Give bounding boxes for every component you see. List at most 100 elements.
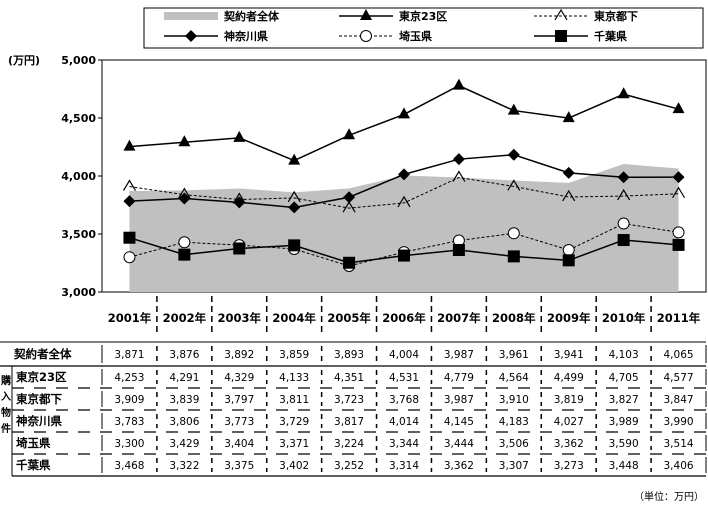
- legend-swatch: [164, 12, 218, 20]
- point-千葉県-2007年: [452, 244, 465, 257]
- category-label: 2008年: [492, 311, 536, 325]
- category-label: 2007年: [437, 311, 481, 325]
- data-label: 3,514: [664, 438, 694, 450]
- y-tick-label: 3,500: [61, 228, 96, 241]
- point-千葉県-2005年: [343, 256, 356, 269]
- data-label: 4,183: [499, 416, 529, 428]
- data-label: 3,729: [279, 416, 309, 428]
- data-label: 3,768: [389, 394, 419, 406]
- point-千葉県-2001年: [123, 231, 136, 244]
- data-label: 4,065: [664, 349, 694, 361]
- category-label: 2005年: [327, 311, 371, 325]
- series-東京23区: [123, 78, 685, 165]
- point-千葉県-2009年: [562, 254, 575, 267]
- data-label: 3,909: [114, 394, 144, 406]
- legend-item-契約者全体: 契約者全体: [164, 9, 280, 23]
- legend-item-千葉県: 千葉県: [534, 29, 627, 43]
- y-axis: (万円) 3,000 3,500 4,000 4,500 5,000: [8, 54, 102, 299]
- data-label: 3,314: [389, 460, 419, 472]
- data-label: 3,817: [334, 416, 364, 428]
- legend-label: 東京都下: [594, 9, 638, 23]
- data-label: 4,133: [279, 372, 309, 384]
- category-label: 2010年: [602, 311, 646, 325]
- data-label: 3,839: [169, 394, 199, 406]
- data-label: 4,531: [389, 372, 419, 384]
- legend-label: 埼玉県: [399, 29, 432, 43]
- row-label: 神奈川県: [16, 414, 62, 428]
- legend-marker: [185, 30, 197, 42]
- data-label: 3,344: [389, 438, 419, 450]
- legend-item-東京都下: 東京都下: [534, 8, 638, 23]
- point-東京23区-2009年: [562, 111, 575, 123]
- data-label: 3,322: [169, 460, 199, 472]
- data-label: 4,499: [554, 372, 584, 384]
- point-神奈川県-2006年: [398, 168, 410, 181]
- data-label: 4,291: [169, 372, 199, 384]
- legend-item-埼玉県: 埼玉県: [339, 29, 432, 43]
- y-tick-label: 4,000: [61, 170, 96, 183]
- data-label: 3,806: [169, 416, 199, 428]
- point-東京23区-2005年: [343, 128, 356, 140]
- data-label: 3,797: [224, 394, 254, 406]
- point-埼玉県-2011年: [672, 226, 685, 239]
- plot-marks: [122, 78, 686, 292]
- point-東京23区-2002年: [178, 135, 191, 147]
- point-埼玉県-2002年: [178, 236, 191, 249]
- data-label: 3,224: [334, 438, 364, 450]
- point-東京都下-2001年: [122, 179, 136, 191]
- point-神奈川県-2003年: [233, 196, 246, 209]
- point-東京23区-2011年: [672, 102, 685, 114]
- legend-item-神奈川県: 神奈川県: [164, 29, 268, 43]
- data-label: 4,027: [554, 416, 584, 428]
- category-label: 2006年: [382, 311, 426, 325]
- data-label: 4,103: [609, 349, 639, 361]
- category-label: 2009年: [547, 311, 591, 325]
- data-label: 3,444: [444, 438, 474, 450]
- point-東京23区-2004年: [288, 153, 301, 165]
- data-label: 3,362: [444, 460, 474, 472]
- point-東京都下-2007年: [452, 170, 466, 182]
- point-千葉県-2003年: [233, 242, 246, 255]
- data-label: 3,941: [554, 349, 584, 361]
- data-label: 3,429: [169, 438, 199, 450]
- point-東京都下-2006年: [397, 195, 411, 208]
- series-千葉県: [123, 231, 685, 269]
- point-千葉県-2008年: [507, 250, 520, 263]
- data-label: 3,783: [114, 416, 144, 428]
- point-東京都下-2011年: [672, 186, 686, 199]
- data-label: 3,871: [114, 349, 144, 361]
- legend-label: 千葉県: [594, 29, 627, 43]
- data-label: 3,989: [609, 416, 639, 428]
- point-千葉県-2011年: [672, 238, 685, 251]
- data-label: 3,371: [279, 438, 309, 450]
- point-神奈川県-2009年: [562, 166, 575, 179]
- data-label: 3,448: [609, 460, 639, 472]
- legend-marker: [360, 30, 372, 42]
- category-label: 2003年: [218, 311, 262, 325]
- point-東京都下-2004年: [287, 190, 301, 203]
- point-東京都下-2002年: [177, 187, 191, 199]
- data-label: 3,859: [279, 349, 309, 361]
- group-label-char: 購: [0, 374, 11, 387]
- point-千葉県-2010年: [617, 234, 630, 247]
- data-table: 2001年 2002年 2003年 2004年 2005年 2006年 2007年 2008年…: [0, 296, 707, 477]
- data-label: 3,468: [114, 460, 144, 472]
- point-東京都下-2003年: [232, 192, 246, 204]
- data-label: 3,773: [224, 416, 254, 428]
- data-label: 3,300: [114, 438, 144, 450]
- row-label: 東京都下: [16, 392, 62, 406]
- data-label: 3,892: [224, 349, 254, 361]
- point-神奈川県-2005年: [343, 191, 356, 204]
- legend-box: [143, 7, 704, 49]
- data-label: 3,590: [609, 438, 639, 450]
- row-label: 契約者全体: [13, 347, 72, 361]
- data-label: 3,990: [664, 416, 694, 428]
- data-label: 3,273: [554, 460, 584, 472]
- point-千葉県-2004年: [288, 239, 301, 252]
- data-label: 3,827: [609, 394, 639, 406]
- data-label: 3,362: [554, 438, 584, 450]
- data-label: 3,406: [664, 460, 694, 472]
- row-label: 東京23区: [16, 370, 67, 384]
- point-東京都下-2010年: [617, 188, 631, 201]
